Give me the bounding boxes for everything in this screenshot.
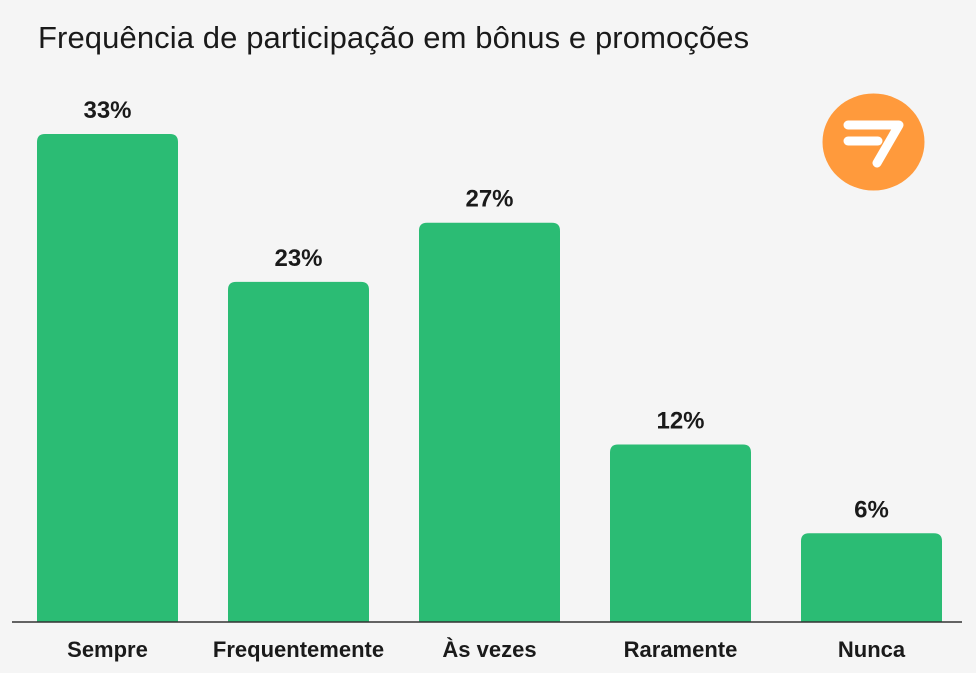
bar-raramente [610,444,751,622]
bar-value-label: 27% [465,186,513,213]
bar-nunca [801,533,942,622]
bar-value-label: 33% [83,97,131,124]
bar-value-label: 23% [274,245,322,272]
bar-value-label: 6% [854,496,889,523]
category-label: Frequentemente [213,637,384,662]
category-label: Às vezes [442,637,536,662]
bar-frequentemente [228,281,369,622]
bar-value-label: 12% [656,408,704,435]
bar-sempre [37,134,178,622]
category-label: Raramente [624,637,738,662]
category-label: Sempre [67,637,148,662]
bar--s-vezes [419,222,560,622]
category-label: Nunca [838,637,906,662]
chart-title: Frequência de participação em bônus e pr… [38,20,750,55]
brand-logo-icon [822,93,925,191]
